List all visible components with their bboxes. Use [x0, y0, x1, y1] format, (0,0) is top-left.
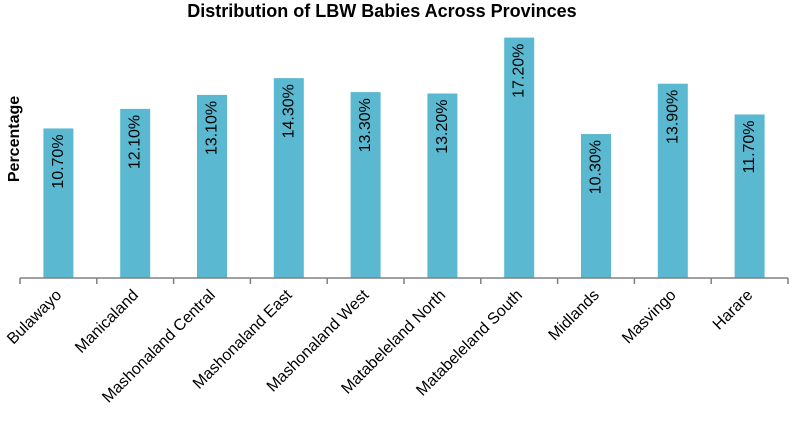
x-tick-label-bulawayo: Bulawayo — [4, 287, 65, 348]
data-label-midlands: 10.30% — [588, 140, 605, 194]
data-label-masvingo: 13.90% — [664, 90, 681, 144]
bar-masvingo — [657, 83, 688, 278]
data-label-mashonaland-west: 13.30% — [357, 98, 374, 152]
data-label-manicaland: 12.10% — [127, 115, 144, 169]
bar-matabeleland-north — [427, 93, 458, 278]
data-label-bulawayo: 10.70% — [50, 134, 67, 188]
data-label-matabeleland-north: 13.20% — [434, 100, 451, 154]
data-label-mashonaland-central: 13.10% — [204, 101, 221, 155]
bar-matabeleland-south — [504, 37, 535, 278]
data-label-harare: 11.70% — [741, 120, 758, 173]
bar-harare — [734, 114, 765, 278]
data-label-matabeleland-south: 17.20% — [511, 44, 528, 98]
x-tick-label-manicaland: Manicaland — [72, 287, 142, 357]
chart-title: Distribution of LBW Babies Across Provin… — [187, 1, 576, 21]
bar-bulawayo — [43, 128, 74, 278]
bar-mashonaland-west — [350, 92, 381, 279]
x-tick-label-harare: Harare — [710, 287, 757, 334]
bar-mashonaland-central — [197, 94, 227, 278]
x-tick-label-masvingo: Masvingo — [619, 287, 680, 348]
bars-group: 10.70% 12.10% 13.10% 14.30% 13.30% 13.20% 17.2… — [43, 37, 765, 279]
data-label-mashonaland-east: 14.30% — [280, 84, 297, 138]
x-ticks-group — [19, 278, 789, 284]
bar-midlands — [581, 134, 611, 278]
bar-manicaland — [120, 108, 151, 278]
bar-mashonaland-east — [273, 78, 304, 278]
y-axis-label: Percentage — [6, 96, 23, 182]
x-tick-label-midlands: Midlands — [546, 287, 603, 344]
